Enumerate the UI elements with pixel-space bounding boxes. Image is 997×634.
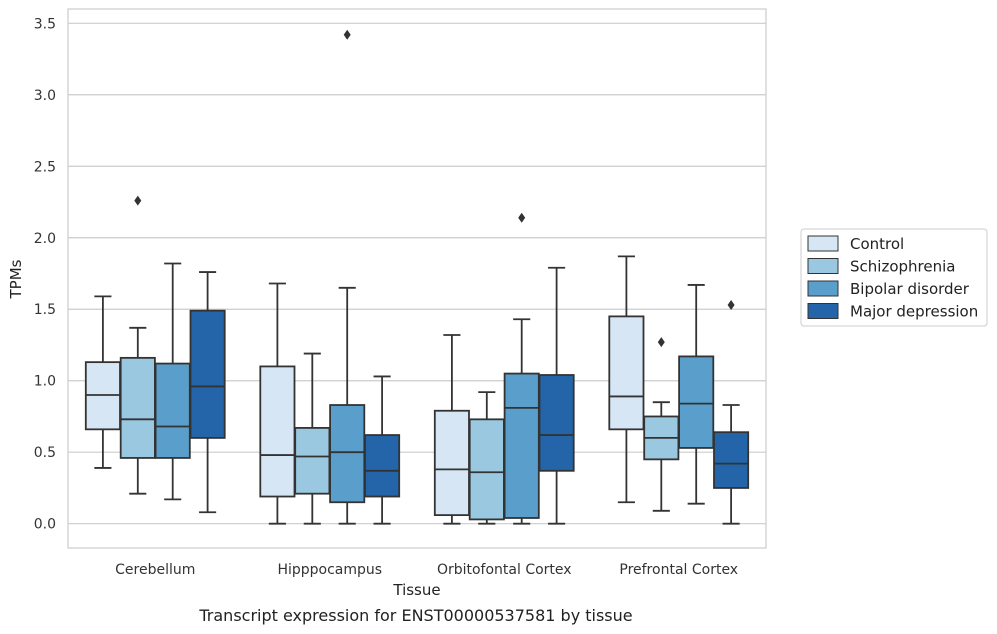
box-2-1 xyxy=(329,29,366,525)
legend-label: Major depression xyxy=(850,303,978,321)
box-1-2 xyxy=(468,391,505,525)
box-iqr xyxy=(433,409,470,517)
box-3-3 xyxy=(713,299,750,525)
box-iqr xyxy=(678,355,715,449)
box-iqr xyxy=(608,315,645,431)
x-tick-label: Orbitofontal Cortex xyxy=(437,562,572,578)
y-tick-label: 0.5 xyxy=(34,445,56,461)
box-iqr xyxy=(468,418,505,521)
x-axis-label: Tissue xyxy=(392,581,440,599)
outlier-point xyxy=(343,29,351,40)
box-iqr xyxy=(503,372,540,519)
boxes xyxy=(84,29,750,525)
box-1-3 xyxy=(643,337,680,512)
outlier-point xyxy=(518,212,526,223)
box-iqr xyxy=(154,362,191,459)
box-iqr xyxy=(538,374,575,472)
box-2-3 xyxy=(678,284,715,505)
box-iqr xyxy=(713,431,750,489)
outlier-point xyxy=(657,337,665,348)
legend-swatch xyxy=(807,280,839,297)
box-iqr xyxy=(364,434,401,498)
box-0-3 xyxy=(608,255,645,504)
box-3-2 xyxy=(538,266,575,525)
box-2-2 xyxy=(503,212,540,525)
box-3-0 xyxy=(189,271,226,514)
x-tick-label: Hipppocampus xyxy=(277,562,382,578)
box-0-2 xyxy=(433,334,470,525)
legend: Control Schizophrenia Bipolar disorder Majo… xyxy=(800,228,988,327)
box-0-1 xyxy=(259,282,296,525)
legend-label: Bipolar disorder xyxy=(850,280,970,298)
y-tick-label: 1.5 xyxy=(34,302,56,318)
y-tick-label: 0.0 xyxy=(34,517,56,533)
x-tick-label: Cerebellum xyxy=(115,562,195,578)
box-2-0 xyxy=(154,262,191,501)
box-iqr xyxy=(189,309,226,439)
y-axis-ticks: 0.0 0.5 1.0 1.5 2.0 2.5 3.0 3.5 xyxy=(34,16,56,532)
chart-caption: Transcript expression for ENST0000053758… xyxy=(199,606,633,625)
legend-label: Control xyxy=(850,235,904,253)
y-tick-label: 1.0 xyxy=(34,374,56,390)
x-tick-label: Prefrontal Cortex xyxy=(619,562,738,578)
y-tick-label: 3.0 xyxy=(34,88,56,104)
y-tick-label: 2.0 xyxy=(34,231,56,247)
box-iqr xyxy=(329,404,366,504)
y-tick-label: 3.5 xyxy=(34,16,56,32)
y-tick-label: 2.5 xyxy=(34,159,56,175)
legend-swatch xyxy=(807,258,839,274)
y-axis-label: TPMs xyxy=(7,259,25,299)
box-3-1 xyxy=(364,375,401,525)
box-iqr xyxy=(259,365,296,498)
box-iqr xyxy=(294,427,331,495)
outlier-point xyxy=(727,299,735,310)
box-1-0 xyxy=(119,195,156,495)
x-axis-ticks: Cerebellum Hipppocampus Orbitofontal Corte… xyxy=(115,562,738,578)
legend-swatch xyxy=(807,303,839,319)
legend-frame xyxy=(800,228,988,327)
box-0-0 xyxy=(84,295,121,469)
outlier-point xyxy=(134,195,142,206)
box-iqr xyxy=(119,356,156,459)
legend-label: Schizophrenia xyxy=(850,258,955,276)
legend-swatch xyxy=(807,235,839,252)
